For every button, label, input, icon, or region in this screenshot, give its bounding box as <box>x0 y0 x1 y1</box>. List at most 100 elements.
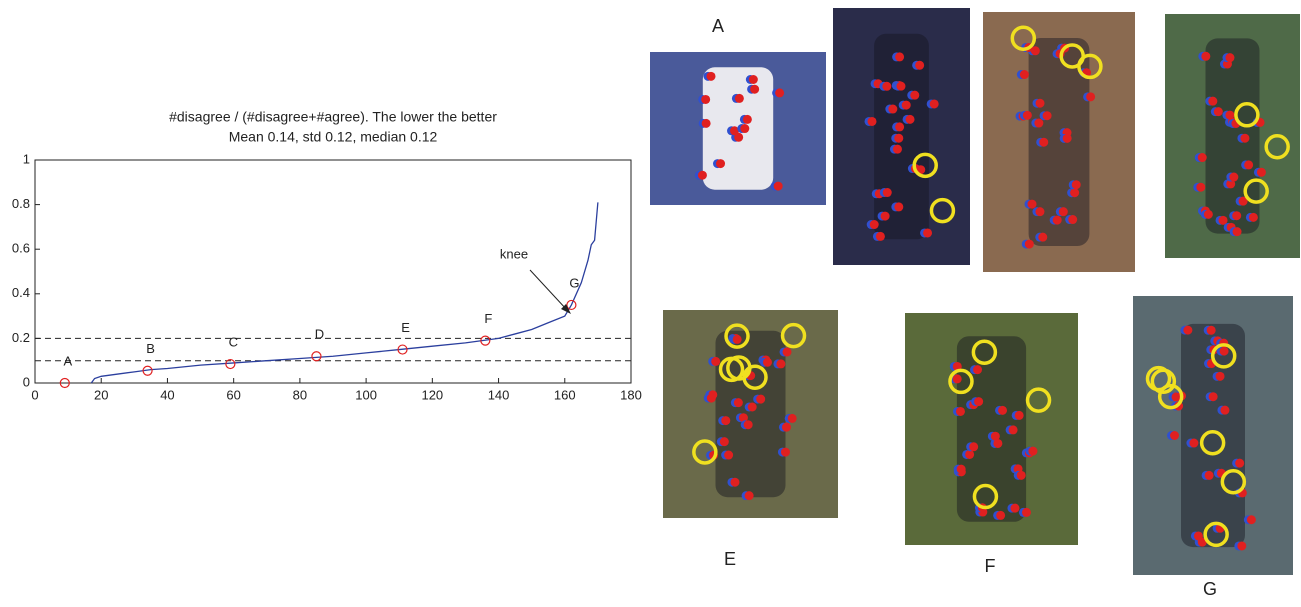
point-label: B <box>146 341 155 356</box>
point-label: G <box>569 275 579 290</box>
keypoint <box>1009 425 1018 434</box>
x-tick-label: 160 <box>554 387 576 402</box>
keypoint <box>716 159 725 168</box>
keypoint <box>774 182 783 191</box>
keypoint <box>720 437 729 446</box>
keypoint <box>956 407 965 416</box>
keypoint <box>1201 52 1210 61</box>
keypoint <box>1023 111 1032 120</box>
keypoint <box>1053 216 1062 225</box>
keypoint <box>1086 92 1095 101</box>
keypoint <box>749 75 758 84</box>
point-label: D <box>315 327 324 342</box>
keypoint <box>734 398 743 407</box>
x-tick-label: 80 <box>293 387 307 402</box>
point-label: F <box>484 311 492 326</box>
keypoint <box>965 450 974 459</box>
keypoint <box>998 406 1007 415</box>
keypoint <box>1229 173 1238 182</box>
keypoint <box>894 202 903 211</box>
keypoint <box>783 347 792 356</box>
y-tick-label: 1 <box>23 151 30 166</box>
keypoint <box>756 395 765 404</box>
keypoint <box>1232 211 1241 220</box>
keypoint <box>775 88 784 97</box>
keypoint <box>1194 531 1203 540</box>
keypoint <box>744 420 753 429</box>
x-tick-label: 0 <box>31 387 38 402</box>
keypoint <box>1172 392 1181 401</box>
keypoint <box>735 94 744 103</box>
keypoint <box>1214 107 1223 116</box>
x-tick-label: 100 <box>355 387 377 402</box>
keypoint <box>868 117 877 126</box>
keypoint <box>1017 471 1026 480</box>
keypoint <box>1235 459 1244 468</box>
keypoint <box>1063 134 1072 143</box>
keypoint <box>1209 392 1218 401</box>
chart-subtitle: Mean 0.14, std 0.12, median 0.12 <box>229 129 438 145</box>
keypoint <box>894 134 903 143</box>
panel-label: E <box>724 549 736 569</box>
keypoint <box>1028 447 1037 456</box>
keypoint <box>991 432 1000 441</box>
keypoint <box>953 374 962 383</box>
keypoint <box>1015 411 1024 420</box>
keypoint <box>930 99 939 108</box>
chart-title: #disagree / (#disagree+#agree). The lowe… <box>169 109 497 125</box>
keypoint <box>910 91 919 100</box>
panel-label: G <box>1203 579 1217 599</box>
keypoint <box>698 171 707 180</box>
y-tick-label: 0.6 <box>12 241 30 256</box>
keypoint <box>876 232 885 241</box>
keypoint <box>1170 431 1179 440</box>
keypoint <box>743 115 752 124</box>
keypoint <box>1208 97 1217 106</box>
keypoint <box>1196 183 1205 192</box>
keypoint <box>782 423 791 432</box>
keypoint <box>1249 213 1258 222</box>
keypoint <box>893 145 902 154</box>
keypoint <box>1198 153 1207 162</box>
keypoint <box>1038 233 1047 242</box>
figure: #disagree / (#disagree+#agree). The lowe… <box>0 0 1301 602</box>
x-tick-label: 20 <box>94 387 108 402</box>
keypoint <box>881 212 890 221</box>
keypoint <box>1247 515 1256 524</box>
x-tick-label: 40 <box>160 387 174 402</box>
keypoint <box>1036 99 1045 108</box>
keypoint <box>724 451 733 460</box>
keypoint <box>888 105 897 114</box>
keypoint <box>1237 541 1246 550</box>
keypoint <box>1233 227 1242 236</box>
keypoint <box>733 335 742 344</box>
keypoint <box>730 478 739 487</box>
figure-silhouette <box>1206 38 1260 233</box>
keypoint <box>996 511 1005 520</box>
keypoint <box>1039 138 1048 147</box>
keypoint <box>748 402 757 411</box>
keypoint <box>1070 188 1079 197</box>
keypoint <box>969 442 978 451</box>
keypoint <box>1072 180 1081 189</box>
keypoint <box>707 394 716 403</box>
keypoint <box>788 414 797 423</box>
keypoint <box>763 358 772 367</box>
keypoint <box>1035 207 1044 216</box>
keypoint <box>957 465 966 474</box>
x-tick-label: 180 <box>620 387 642 402</box>
keypoint <box>1240 134 1249 143</box>
panel-label: F <box>985 556 996 576</box>
keypoint <box>1010 504 1019 513</box>
keypoint <box>1020 70 1029 79</box>
keypoint <box>1225 111 1234 120</box>
keypoint <box>776 359 785 368</box>
keypoint <box>923 228 932 237</box>
keypoint <box>1257 168 1266 177</box>
keypoint <box>1205 471 1214 480</box>
keypoint <box>896 82 905 91</box>
keypoint <box>1189 439 1198 448</box>
keypoint <box>1022 508 1031 517</box>
annotation: knee <box>500 246 528 261</box>
point-label: A <box>63 353 72 368</box>
